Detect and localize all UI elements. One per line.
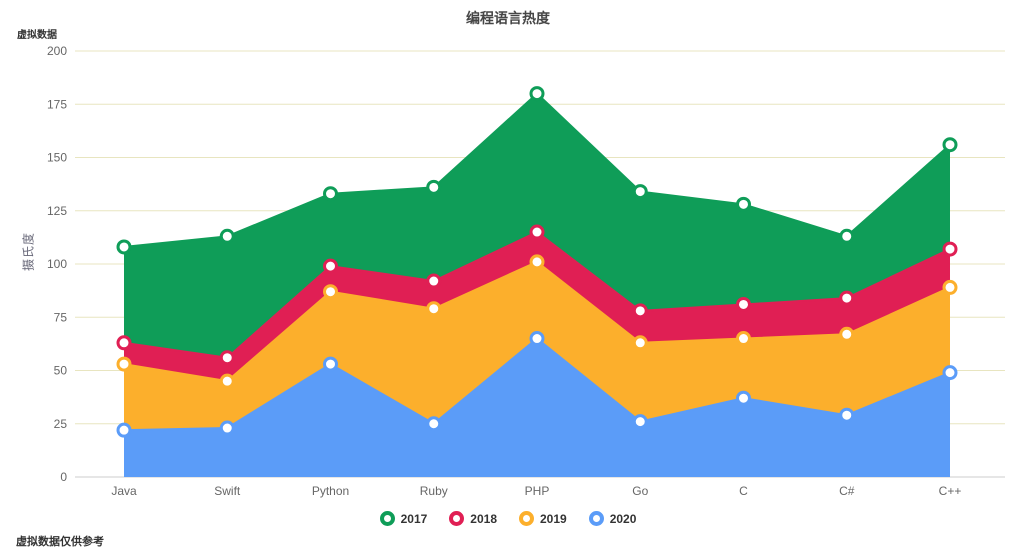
data-point-2019-Python[interactable] bbox=[323, 284, 338, 300]
legend-label: 2018 bbox=[470, 511, 497, 526]
data-point-2020-PHP[interactable] bbox=[529, 331, 545, 347]
y-tick-label: 50 bbox=[54, 364, 68, 378]
data-point-2017-Java[interactable] bbox=[116, 239, 132, 255]
legend-label: 2020 bbox=[609, 511, 637, 526]
data-point-2017-C++[interactable] bbox=[942, 137, 958, 153]
x-tick-label: C# bbox=[839, 484, 855, 498]
data-point-2018-C++[interactable] bbox=[942, 241, 958, 257]
data-point-2020-Java[interactable] bbox=[116, 422, 132, 438]
legend-item-2019[interactable]: 2019 bbox=[519, 511, 567, 526]
x-tick-label: C bbox=[739, 484, 748, 498]
x-tick-label: Python bbox=[312, 484, 349, 498]
data-point-2020-C[interactable] bbox=[736, 390, 751, 406]
legend-swatch-icon bbox=[379, 511, 395, 526]
data-point-2020-Swift[interactable] bbox=[219, 420, 235, 436]
y-tick-label: 125 bbox=[47, 204, 67, 218]
virtual-data-label: 虚拟数据 bbox=[17, 30, 57, 41]
legend-swatch-icon bbox=[519, 511, 534, 526]
data-point-2018-PHP[interactable] bbox=[529, 224, 545, 240]
data-point-2018-Java[interactable] bbox=[116, 335, 132, 351]
y-tick-label: 200 bbox=[47, 44, 67, 58]
y-tick-label: 0 bbox=[60, 470, 67, 484]
y-tick-label: 75 bbox=[54, 310, 68, 324]
data-point-2017-Go[interactable] bbox=[632, 184, 648, 200]
data-point-2017-Python[interactable] bbox=[323, 186, 338, 202]
legend-label: 2017 bbox=[400, 511, 428, 526]
data-point-2018-Swift[interactable] bbox=[219, 350, 235, 366]
data-point-2019-Swift[interactable] bbox=[219, 373, 235, 389]
x-tick-label: Swift bbox=[214, 484, 241, 498]
data-point-2018-Go[interactable] bbox=[632, 303, 648, 319]
legend-item-2018[interactable]: 2018 bbox=[449, 511, 497, 526]
chart-title: 编程语言热度 bbox=[466, 10, 550, 26]
data-point-2019-C++[interactable] bbox=[942, 279, 958, 295]
footnote-label: 虚拟数据仅供参考 bbox=[16, 536, 104, 548]
data-point-2020-C#[interactable] bbox=[839, 407, 855, 423]
area-series-2020[interactable] bbox=[124, 338, 950, 477]
legend-label: 2019 bbox=[540, 511, 567, 526]
x-tick-label: C++ bbox=[939, 484, 962, 498]
data-point-2019-C[interactable] bbox=[736, 331, 751, 347]
data-point-2018-C#[interactable] bbox=[839, 290, 855, 306]
data-point-2017-Swift[interactable] bbox=[219, 228, 235, 244]
data-point-2020-Python[interactable] bbox=[323, 356, 338, 372]
chart-legend: 2017 2018 2019 2020 bbox=[0, 511, 1016, 526]
data-point-2019-Go[interactable] bbox=[632, 335, 648, 351]
data-point-2020-C++[interactable] bbox=[942, 365, 958, 381]
legend-item-2020[interactable]: 2020 bbox=[588, 511, 637, 526]
data-point-2019-Java[interactable] bbox=[116, 356, 132, 372]
x-tick-label: Java bbox=[111, 484, 137, 498]
data-point-2018-Ruby[interactable] bbox=[426, 273, 442, 289]
y-tick-label: 175 bbox=[47, 97, 67, 111]
data-point-2018-Python[interactable] bbox=[323, 258, 338, 274]
x-tick-label: Ruby bbox=[420, 484, 448, 498]
y-tick-label: 150 bbox=[47, 151, 67, 165]
data-point-2017-PHP[interactable] bbox=[529, 86, 545, 102]
y-tick-label: 25 bbox=[54, 417, 68, 431]
data-point-2017-C#[interactable] bbox=[839, 228, 855, 244]
data-point-2019-C#[interactable] bbox=[839, 326, 855, 342]
data-point-2017-C[interactable] bbox=[736, 196, 751, 212]
data-point-2019-Ruby[interactable] bbox=[426, 301, 442, 317]
legend-swatch-icon bbox=[449, 511, 465, 526]
data-point-2018-C[interactable] bbox=[736, 296, 751, 312]
data-point-2020-Go[interactable] bbox=[632, 414, 648, 430]
y-tick-label: 100 bbox=[47, 257, 67, 271]
x-tick-label: Go bbox=[632, 484, 648, 498]
x-tick-label: PHP bbox=[525, 484, 550, 498]
data-point-2020-Ruby[interactable] bbox=[426, 416, 442, 432]
data-point-2019-PHP[interactable] bbox=[529, 254, 545, 270]
legend-swatch-icon bbox=[588, 511, 604, 526]
data-point-2017-Ruby[interactable] bbox=[426, 179, 442, 195]
legend-item-2017[interactable]: 2017 bbox=[379, 511, 428, 526]
